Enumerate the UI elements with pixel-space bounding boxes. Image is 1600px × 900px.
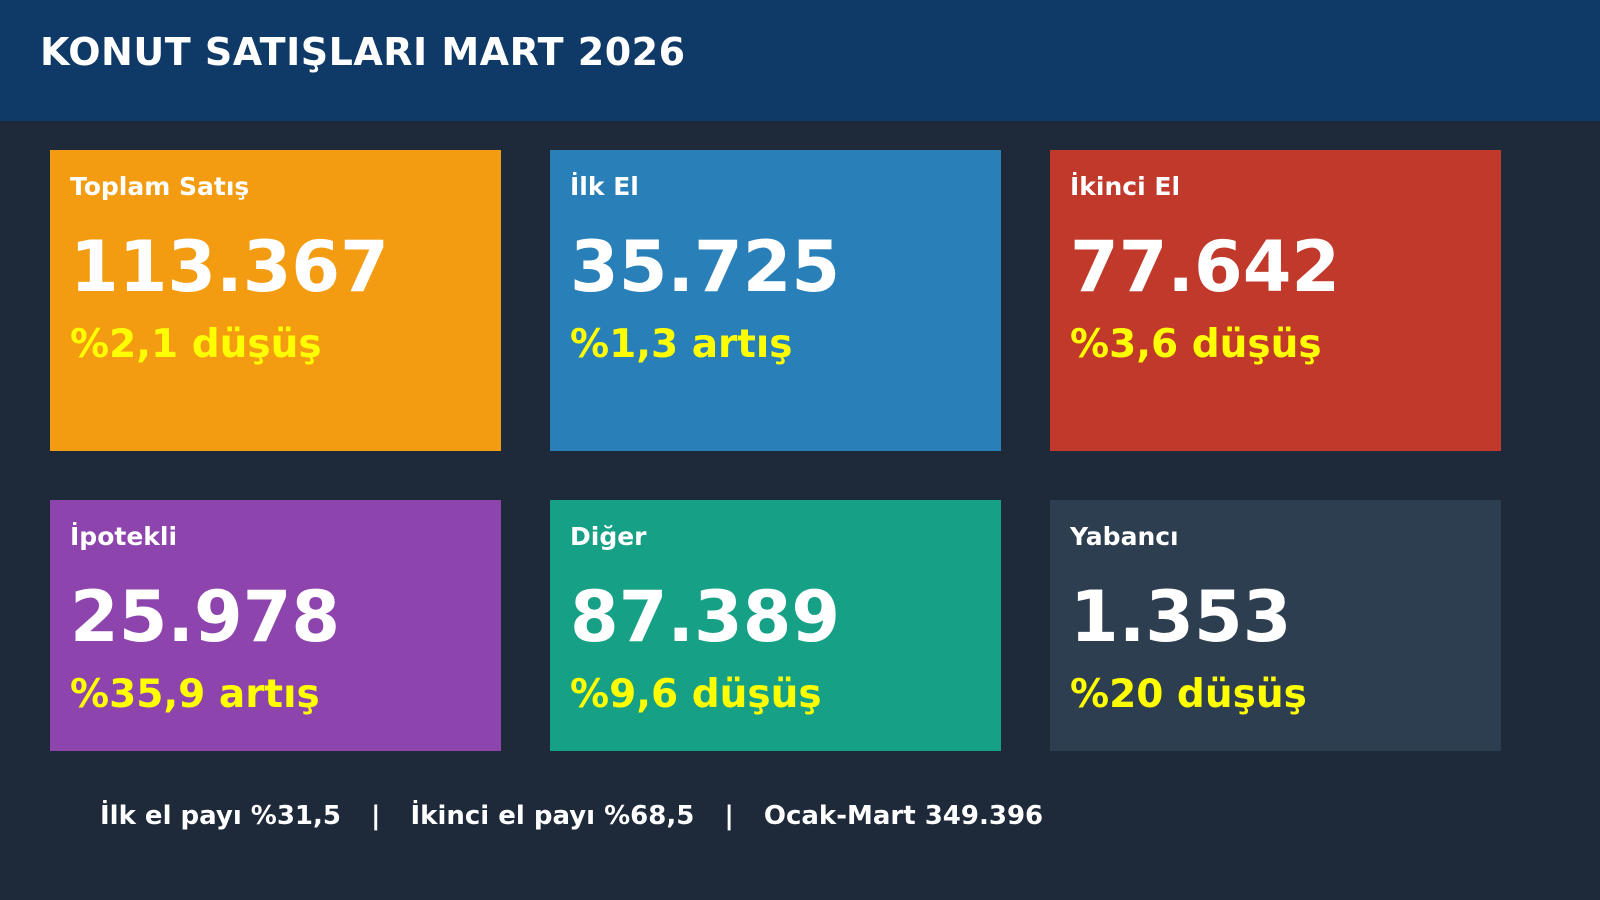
card-label: Diğer [570,522,647,551]
card-value: 87.389 [570,576,841,658]
card-value: 35.725 [570,226,841,308]
card-change: %2,1 düşüş [70,322,322,367]
card-label: İkinci El [1070,172,1181,201]
card-value: 77.642 [1070,226,1341,308]
card-toplam-satis: Toplam Satış 113.367 %2,1 düşüş [50,150,501,451]
page-title: KONUT SATIŞLARI MART 2026 [40,30,686,74]
card-label: Yabancı [1070,522,1179,551]
card-value: 113.367 [70,226,389,308]
card-change: %35,9 artış [70,672,320,717]
card-diger: Diğer 87.389 %9,6 düşüş [550,500,1001,751]
card-ikinci-el: İkinci El 77.642 %3,6 düşüş [1050,150,1501,451]
second-hand-share: İkinci el payı %68,5 [410,801,695,831]
card-ilk-el: İlk El 35.725 %1,3 artış [550,150,1001,451]
first-hand-share: İlk el payı %31,5 [100,801,341,831]
card-yabanci: Yabancı 1.353 %20 düşüş [1050,500,1501,751]
card-ipotekli: İpotekli 25.978 %35,9 artış [50,500,501,751]
card-label: İpotekli [70,522,178,551]
card-change: %20 düşüş [1070,672,1307,717]
card-value: 25.978 [70,576,341,658]
card-value: 1.353 [1070,576,1292,658]
card-change: %9,6 düşüş [570,672,822,717]
ytd-total: Ocak-Mart 349.396 [763,801,1044,831]
footer-separator: | [371,801,381,831]
card-label: İlk El [570,172,639,201]
header-bar: KONUT SATIŞLARI MART 2026 [0,0,1600,121]
card-change: %3,6 düşüş [1070,322,1322,367]
card-change: %1,3 artış [570,322,793,367]
card-label: Toplam Satış [70,172,250,201]
summary-footer: İlk el payı %31,5 | İkinci el payı %68,5 | O… [100,801,1043,831]
footer-separator: | [724,801,734,831]
